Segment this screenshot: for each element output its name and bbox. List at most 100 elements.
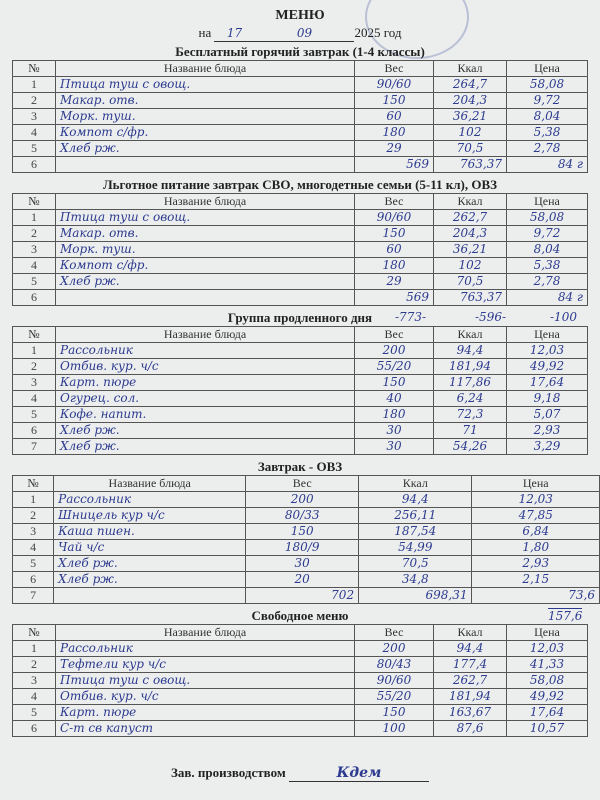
- row-num: 1: [12, 209, 56, 226]
- total-kcal: 763,37: [433, 156, 507, 173]
- table-row: 5 Кофе. напит. 180 72,3 5,07: [12, 406, 588, 423]
- row-num: 5: [11, 555, 55, 572]
- date-prefix: на: [198, 25, 212, 40]
- dish-name: Рассольник: [55, 342, 355, 359]
- dish-name: Хлеб рж.: [53, 571, 247, 588]
- table-row: 5 Хлеб рж. 30 70,5 2,93: [11, 555, 600, 572]
- row-num: 3: [12, 241, 56, 258]
- dish-name: Хлеб рж.: [55, 273, 355, 290]
- table-row: 1 Рассольник 200 94,4 12,03: [12, 342, 588, 359]
- dish-weight: 29: [354, 273, 434, 290]
- table-row: 6 С-т св капуст 100 87,6 10,57: [12, 720, 588, 737]
- header-row: № Название блюда Вес Ккал Цена: [11, 475, 600, 492]
- dish-kcal: 117,86: [433, 374, 507, 391]
- dish-weight: 200: [354, 640, 434, 657]
- table-row: 3 Морк. туш. 60 36,21 8,04: [12, 108, 588, 125]
- dish-weight: 150: [354, 704, 434, 721]
- col-weight: Вес: [354, 326, 434, 343]
- date-year: 2025 год: [354, 25, 402, 40]
- header-row: № Название блюда Вес Ккал Цена: [12, 326, 588, 343]
- dish-price: 58,08: [506, 672, 588, 689]
- col-num: №: [12, 193, 56, 210]
- dish-weight: 90/60: [354, 672, 434, 689]
- dish-weight: 150: [354, 374, 434, 391]
- table-row: 3 Птица туш с овощ. 90/60 262,7 58,08: [12, 672, 588, 689]
- handwritten-note: 157,6: [548, 608, 583, 623]
- dish-kcal: 94,4: [433, 342, 507, 359]
- table-row: 2 Макар. отв. 150 204,3 9,72: [12, 225, 588, 242]
- col-price: Цена: [506, 624, 588, 641]
- dish-name: Птица туш с овощ.: [55, 209, 355, 226]
- col-name: Название блюда: [55, 60, 355, 77]
- row-num: 3: [12, 672, 56, 689]
- row-num: 5: [12, 273, 56, 290]
- dish-name: Каша пшен.: [53, 523, 247, 540]
- col-name: Название блюда: [55, 193, 355, 210]
- date-day: 17: [214, 26, 255, 42]
- row-num: 4: [11, 539, 55, 556]
- total-price: 73,6: [471, 587, 600, 604]
- section-heading: Группа продленного дня: [227, 310, 373, 325]
- dish-name: Хлеб рж.: [55, 438, 355, 455]
- dish-kcal: 102: [433, 124, 507, 141]
- dish-price: 9,72: [506, 92, 588, 109]
- table-row: 2 Макар. отв. 150 204,3 9,72: [12, 92, 588, 109]
- dish-kcal: 87,6: [433, 720, 507, 737]
- dish-price: 2,78: [506, 273, 588, 290]
- table-row: 2 Тефтели кур ч/с 80/43 177,4 41,33: [12, 656, 588, 673]
- row-num: 2: [12, 358, 56, 375]
- dish-price: 49,92: [506, 688, 588, 705]
- dish-kcal: 54,26: [433, 438, 507, 455]
- header-row: № Название блюда Вес Ккал Цена: [12, 60, 588, 77]
- table-row: 3 Морк. туш. 60 36,21 8,04: [12, 241, 588, 258]
- col-kcal: Ккал: [433, 624, 507, 641]
- total-weight: 569: [354, 156, 434, 173]
- dish-price: 12,03: [471, 491, 600, 508]
- row-num: 1: [11, 491, 55, 508]
- row-num: 5: [12, 406, 56, 423]
- row-num: 7: [12, 438, 56, 455]
- row-num: 1: [12, 342, 56, 359]
- table-row: 2 Шницель кур ч/с 80/33 256,11 47,85: [11, 507, 600, 524]
- dish-name: Шницель кур ч/с: [53, 507, 247, 524]
- dish-weight: 90/60: [354, 76, 434, 93]
- handwritten-total: -596-: [475, 310, 507, 324]
- dish-kcal: 36,21: [433, 241, 507, 258]
- dish-weight: 20: [245, 571, 360, 588]
- dish-weight: 60: [354, 241, 434, 258]
- dish-kcal: 181,94: [433, 358, 507, 375]
- section-heading: Завтрак - ОВЗ: [257, 459, 343, 474]
- dish-weight: 60: [354, 108, 434, 125]
- dish-weight: 40: [354, 390, 434, 407]
- row-num: 1: [12, 640, 56, 657]
- total-kcal: 698,31: [358, 587, 473, 604]
- col-kcal: Ккал: [433, 60, 507, 77]
- dish-kcal: 256,11: [358, 507, 473, 524]
- dish-weight: 150: [354, 92, 434, 109]
- table-row: 4 Огурец. сол. 40 6,24 9,18: [12, 390, 588, 407]
- row-num: 4: [12, 688, 56, 705]
- dish-price: 12,03: [506, 342, 588, 359]
- dish-weight: 180: [354, 406, 434, 423]
- menu-title: МЕНЮ: [275, 8, 325, 23]
- menu-table: № Название блюда Вес Ккал Цена 1 Рассольник 200…: [12, 624, 588, 737]
- dish-name: Тефтели кур ч/с: [55, 656, 355, 673]
- col-price: Цена: [506, 326, 588, 343]
- dish-price: 5,38: [506, 257, 588, 274]
- handwritten-total: -100: [550, 310, 577, 324]
- dish-weight: 180/9: [245, 539, 360, 556]
- col-name: Название блюда: [55, 624, 355, 641]
- dish-name: Морк. туш.: [55, 241, 355, 258]
- dish-price: 3,29: [506, 438, 588, 455]
- dish-kcal: 163,67: [433, 704, 507, 721]
- dish-weight: 30: [354, 438, 434, 455]
- dish-name: Компот с/фр.: [55, 124, 355, 141]
- col-weight: Вес: [354, 60, 434, 77]
- dish-kcal: 181,94: [433, 688, 507, 705]
- menu-table: № Название блюда Вес Ккал Цена 1 Птица туш с о…: [12, 60, 588, 173]
- dish-name: С-т св капуст: [55, 720, 355, 737]
- table-row: 2 Отбив. кур. ч/с 55/20 181,94 49,92: [12, 358, 588, 375]
- dish-price: 1,80: [471, 539, 600, 556]
- table-row: 3 Карт. пюре 150 117,86 17,64: [12, 374, 588, 391]
- dish-weight: 180: [354, 124, 434, 141]
